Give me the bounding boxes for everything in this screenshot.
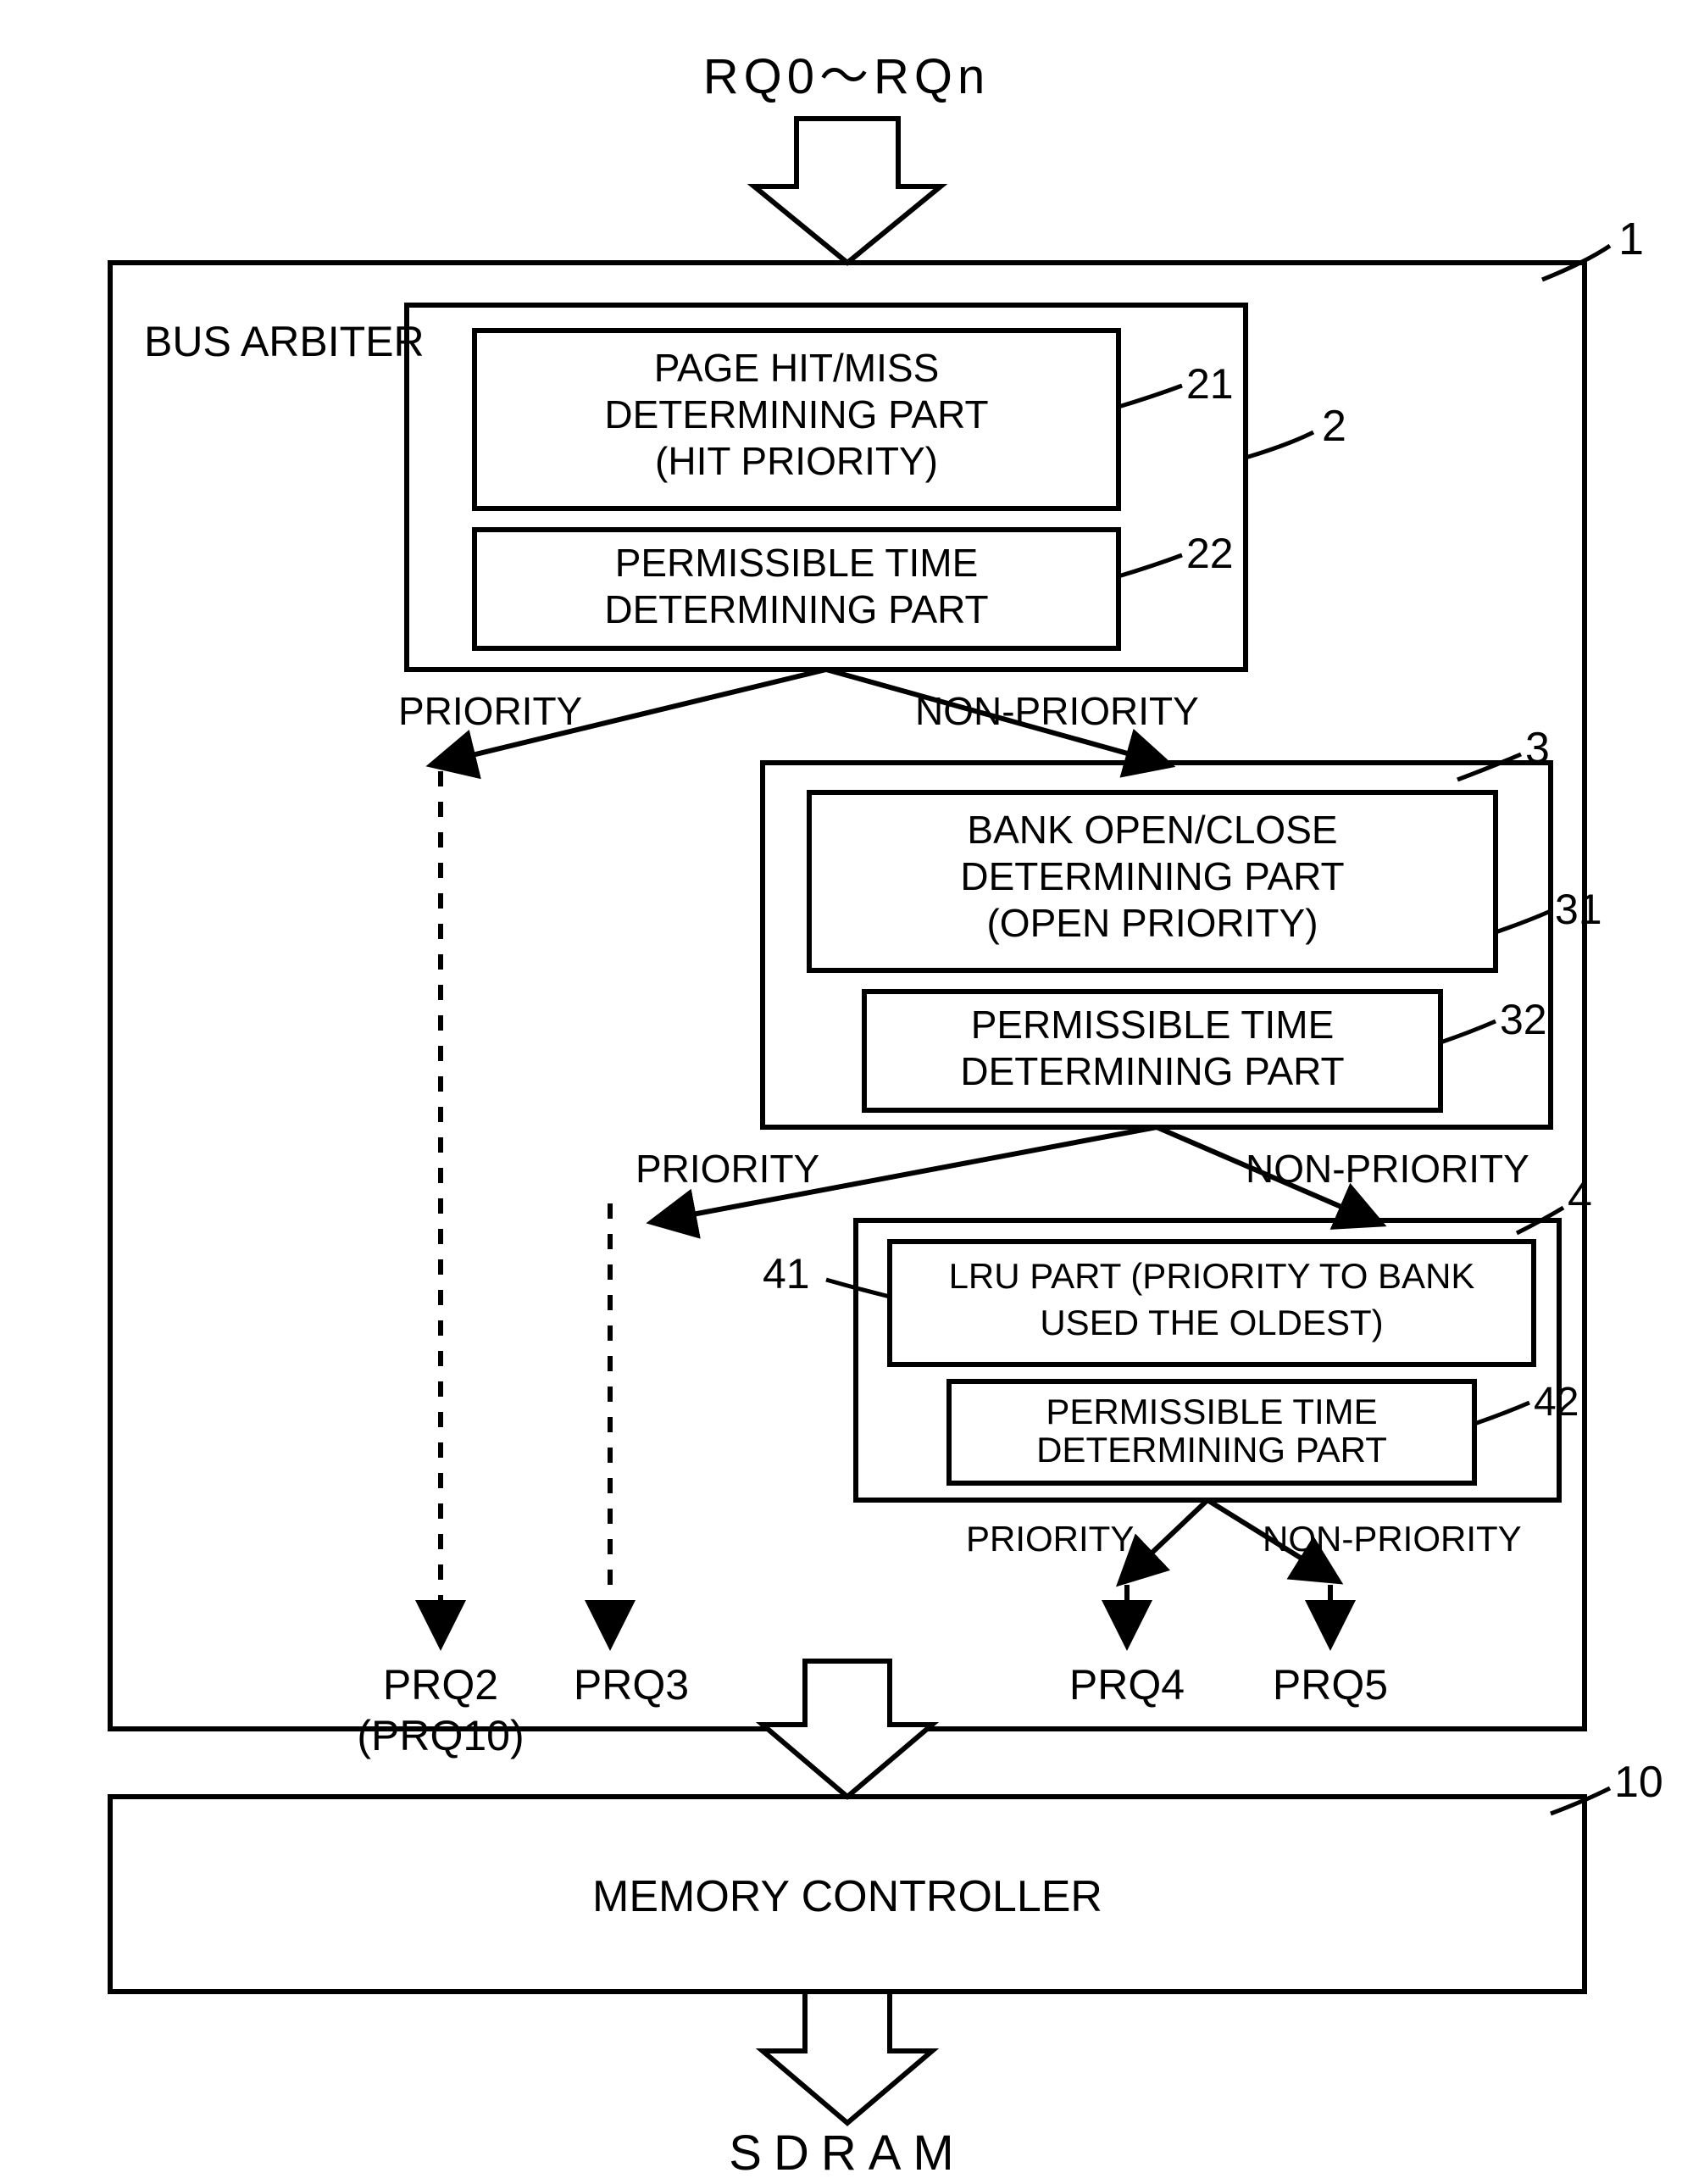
ref32-leader [1440,1021,1496,1042]
ref32-label: 32 [1500,996,1547,1043]
ref21-leader [1118,386,1182,407]
part22-line1: PERMISSIBLE TIME [615,541,979,585]
bus-arbiter-label: BUS ARBITER [144,318,425,365]
ref3-leader [1457,754,1521,780]
ref41-label: 41 [763,1250,810,1298]
ref22-leader [1118,555,1182,576]
part32-line1: PERMISSIBLE TIME [971,1003,1335,1047]
part42-line2: DETERMINING PART [1036,1430,1387,1470]
arrow-into-arbiter [754,119,941,263]
prq10-label: (PRQ10) [357,1712,524,1759]
ref42-label: 42 [1534,1380,1579,1425]
part41-line2: USED THE OLDEST) [1040,1303,1383,1342]
part21-line2: DETERMINING PART [604,392,988,436]
part31-line1: BANK OPEN/CLOSE [967,808,1337,852]
block4-nonpriority-label: NON-PRIORITY [1263,1519,1522,1559]
prq3-label: PRQ3 [574,1661,689,1709]
memory-controller-label: MEMORY CONTROLLER [592,1872,1102,1921]
ref22-label: 22 [1186,530,1234,577]
part31-line3: (OPEN PRIORITY) [986,901,1318,945]
ref31-leader [1496,911,1551,932]
part22-line2: DETERMINING PART [604,587,988,631]
block4-priority-label: PRIORITY [966,1519,1134,1559]
ref31-label: 31 [1555,886,1602,933]
ref10-leader [1551,1788,1610,1814]
block4-left-arrow [1127,1500,1207,1576]
part32-line2: DETERMINING PART [960,1049,1344,1093]
top-input-label: RQ0～RQn [703,49,991,104]
arrow-arbiter-to-memctrl [763,1661,932,1797]
block2-priority-label: PRIORITY [398,689,582,733]
arrow-memctrl-to-sdram [763,1992,932,2123]
ref2-leader [1246,432,1313,458]
ref10-label: 10 [1614,1758,1663,1807]
part31-line2: DETERMINING PART [960,854,1344,898]
sdram-label: SDRAM [729,2126,965,2181]
part21-line3: (HIT PRIORITY) [655,439,938,483]
block2-nonpriority-label: NON-PRIORITY [915,689,1199,733]
ref42-leader [1474,1403,1529,1424]
part42-line1: PERMISSIBLE TIME [1046,1392,1377,1431]
part21-line1: PAGE HIT/MISS [654,346,940,390]
ref4-label: 4 [1568,1173,1592,1222]
prq2-label: PRQ2 [383,1661,498,1709]
prq4-label: PRQ4 [1069,1661,1185,1709]
ref2-label: 2 [1322,402,1346,451]
ref21-label: 21 [1186,360,1234,408]
prq5-label: PRQ5 [1273,1661,1388,1709]
block3-priority-label: PRIORITY [636,1147,819,1191]
diagram-root: RQ0～RQn 1 BUS ARBITER 2 PAGE HIT/MISS DE… [0,0,1693,2184]
ref3-label: 3 [1525,724,1550,773]
ref1-label: 1 [1618,214,1644,264]
part41-line1: LRU PART (PRIORITY TO BANK [949,1256,1475,1296]
